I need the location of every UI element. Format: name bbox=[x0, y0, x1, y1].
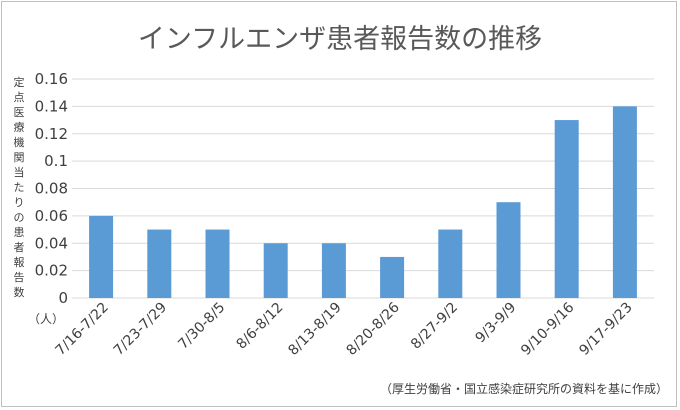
bar bbox=[205, 229, 230, 298]
y-axis-label-char: 機 bbox=[14, 135, 25, 149]
x-tick-label: 7/30-8/5 bbox=[175, 300, 228, 353]
y-tick-label: 0 bbox=[58, 289, 68, 307]
x-tick-label: 8/27-9/2 bbox=[408, 300, 461, 353]
x-tick-label: 8/13-8/19 bbox=[285, 300, 344, 359]
y-tick-label: 0.06 bbox=[35, 207, 68, 225]
y-axis-label-char: 医 bbox=[14, 106, 25, 119]
x-tick-label: 9/3-9/9 bbox=[473, 300, 520, 347]
y-axis-label-char: 定 bbox=[14, 75, 25, 89]
y-axis-label-char: の bbox=[14, 211, 25, 224]
x-tick-label: 8/20-8/26 bbox=[344, 299, 403, 358]
y-axis-label-char: 告 bbox=[14, 271, 25, 284]
y-axis-label-char: た bbox=[14, 181, 25, 194]
y-tick-label: 0.08 bbox=[35, 180, 68, 198]
y-axis-label-char: 患 bbox=[14, 226, 25, 239]
x-tick-label: 7/23-7/29 bbox=[111, 300, 170, 359]
y-tick-labels: 0 0.02 0.04 0.06 0.08 0.1 0.12 0.14 0.16 bbox=[35, 70, 68, 307]
bar bbox=[263, 243, 288, 298]
y-tick-label: 0.16 bbox=[35, 70, 68, 88]
bar bbox=[554, 120, 579, 298]
y-axis-label-char: 者 bbox=[14, 241, 25, 254]
bar bbox=[496, 202, 521, 298]
source-note: （厚生労働省・国立感染症研究所の資料を基に作成） bbox=[380, 381, 668, 396]
x-tick-label: 8/6-8/12 bbox=[233, 300, 286, 353]
y-axis-label-char: り bbox=[14, 196, 25, 209]
y-tick-label: 0.14 bbox=[35, 97, 68, 115]
y-axis-label-char: 当 bbox=[14, 165, 25, 179]
y-axis-label-char: 点 bbox=[14, 91, 25, 104]
y-tick-label: 0.04 bbox=[35, 234, 68, 252]
y-axis-label-char: 報 bbox=[14, 256, 25, 269]
bar bbox=[321, 243, 346, 298]
y-axis-label-char: 療 bbox=[14, 120, 25, 134]
x-tick-label: 9/17-9/23 bbox=[576, 300, 635, 359]
y-tick-label: 0.12 bbox=[35, 125, 68, 143]
y-unit-label: （人） bbox=[28, 312, 64, 326]
y-tick-label: 0.1 bbox=[44, 152, 68, 170]
y-axis-label-char: 関 bbox=[14, 151, 25, 164]
chart-title: インフルエンザ患者報告数の推移 bbox=[138, 24, 542, 55]
bar bbox=[438, 229, 463, 298]
x-tick-label: 9/10-9/16 bbox=[518, 299, 577, 358]
bar bbox=[380, 256, 405, 298]
y-tick-label: 0.02 bbox=[35, 262, 68, 280]
x-tick-label: 7/16-7/22 bbox=[53, 300, 112, 359]
bars bbox=[89, 106, 637, 298]
bar bbox=[147, 229, 172, 298]
bar bbox=[89, 215, 114, 298]
bar bbox=[612, 106, 637, 298]
x-tick-labels: 7/16-7/227/23-7/29 7/30-8/5 8/6-8/128/13-8… bbox=[53, 299, 636, 358]
y-axis-label-char: 数 bbox=[14, 286, 25, 299]
